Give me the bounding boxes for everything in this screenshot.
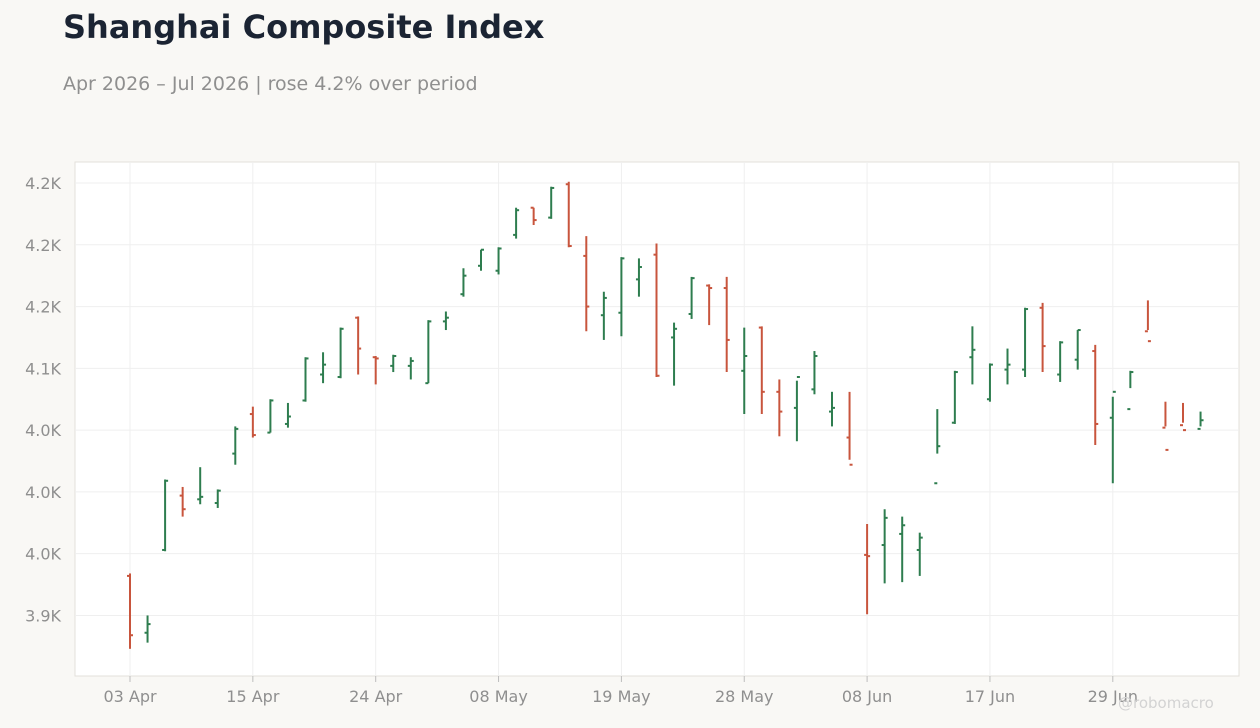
ohlc-bar [916, 532, 923, 576]
ohlc-bar [249, 406, 256, 438]
ohlc-bar [372, 355, 379, 385]
ohlc-bar [864, 524, 871, 615]
ohlc-bar [671, 322, 678, 386]
y-tick-label: 4.0K [25, 421, 61, 440]
ohlc-bar [1197, 411, 1204, 430]
y-tick-label: 4.2K [25, 298, 61, 317]
ohlc-bar [969, 326, 976, 385]
ohlc-bar [355, 316, 362, 375]
ohlc-bar [495, 247, 502, 275]
ohlc-bar [162, 479, 169, 552]
watermark: @robomacro [1118, 694, 1214, 712]
ohlc-bar [548, 186, 555, 219]
ohlc-bar [811, 351, 818, 395]
ohlc-bar [1074, 329, 1081, 370]
ohlc-bar [1180, 402, 1186, 432]
ohlc-bar [741, 327, 748, 415]
y-tick-label: 4.2K [25, 174, 61, 193]
ohlc-bar [425, 320, 432, 385]
ohlc-bar [1127, 370, 1134, 411]
ohlc-bar [390, 354, 397, 373]
x-tick-label: 19 May [592, 687, 651, 706]
y-axis: 3.9K 4.0K 4.0K 4.0K 4.1K 4.2K 4.2K 4.2K [25, 174, 61, 625]
ohlc-bar [600, 291, 607, 340]
x-tick-label: 03 Apr [103, 687, 157, 706]
chart-title: Shanghai Composite Index [63, 8, 545, 46]
ohlc-bar [320, 352, 327, 384]
x-tick-label: 29 Jun [1088, 687, 1138, 706]
ohlc-bar [1004, 348, 1011, 385]
ohlc-bar [1022, 307, 1029, 377]
y-tick-label: 4.1K [25, 359, 61, 378]
x-tick-label: 08 Jun [842, 687, 892, 706]
ohlc-bar [951, 370, 958, 424]
ohlc-bar [1109, 390, 1116, 484]
ohlc-bar [284, 402, 291, 428]
ohlc-bar [706, 284, 713, 326]
ohlc-bar [829, 391, 835, 427]
x-tick-label: 24 Apr [349, 687, 403, 706]
ohlc-bar [302, 357, 309, 402]
ohlc-bar [530, 206, 537, 226]
ohlc-bar [1039, 302, 1046, 373]
ohlc-bar [442, 311, 449, 331]
ohlc-bar [688, 276, 695, 319]
ohlc-bar [460, 268, 467, 297]
ohlc-bar [179, 486, 186, 517]
ohlc-bars [127, 181, 1204, 649]
x-tick-label: 17 Jun [965, 687, 1015, 706]
ohlc-bar [407, 357, 414, 380]
ohlc-bar [618, 257, 625, 337]
x-axis: 03 Apr 15 Apr 24 Apr 08 May 19 May 28 May 08 J… [103, 676, 1138, 706]
y-tick-label: 4.0K [25, 545, 61, 564]
ohlc-bar [513, 207, 520, 239]
ohlc-bar [723, 276, 730, 373]
ohlc-bar [1162, 401, 1169, 451]
ohlc-bar [1092, 344, 1099, 445]
ohlc-bar [635, 258, 642, 297]
ohlc-bar [653, 243, 660, 377]
ohlc-bar [127, 573, 133, 649]
ohlc-bar [934, 409, 941, 485]
ohlc-bar [583, 236, 590, 332]
ohlc-bar [267, 399, 274, 434]
ohlc-bar [986, 363, 993, 402]
ohlc-bar [881, 509, 888, 584]
ohlc-bar [478, 248, 484, 271]
ohlc-bar [758, 326, 765, 415]
y-tick-label: 3.9K [25, 606, 61, 625]
ohlc-bar [144, 615, 151, 643]
ohlc-bar [232, 426, 239, 465]
ohlc-bar [899, 516, 906, 583]
ohlc-bar [793, 375, 800, 442]
plot-area [74, 161, 1240, 677]
ohlc-bar [337, 327, 344, 379]
ohlc-bar [776, 379, 783, 437]
ohlc-bar [1057, 341, 1064, 382]
ohlc-bar [197, 467, 204, 505]
y-tick-label: 4.0K [25, 483, 61, 502]
ohlc-bar [1144, 300, 1151, 343]
ohlc-bar [846, 391, 853, 466]
x-tick-label: 28 May [715, 687, 774, 706]
ohlc-bar [565, 181, 572, 248]
ohlc-bar [214, 489, 221, 508]
y-tick-label: 4.2K [25, 236, 61, 255]
x-tick-label: 08 May [469, 687, 528, 706]
chart-subtitle: Apr 2026 – Jul 2026 | rose 4.2% over per… [63, 73, 478, 95]
x-tick-label: 15 Apr [226, 687, 280, 706]
